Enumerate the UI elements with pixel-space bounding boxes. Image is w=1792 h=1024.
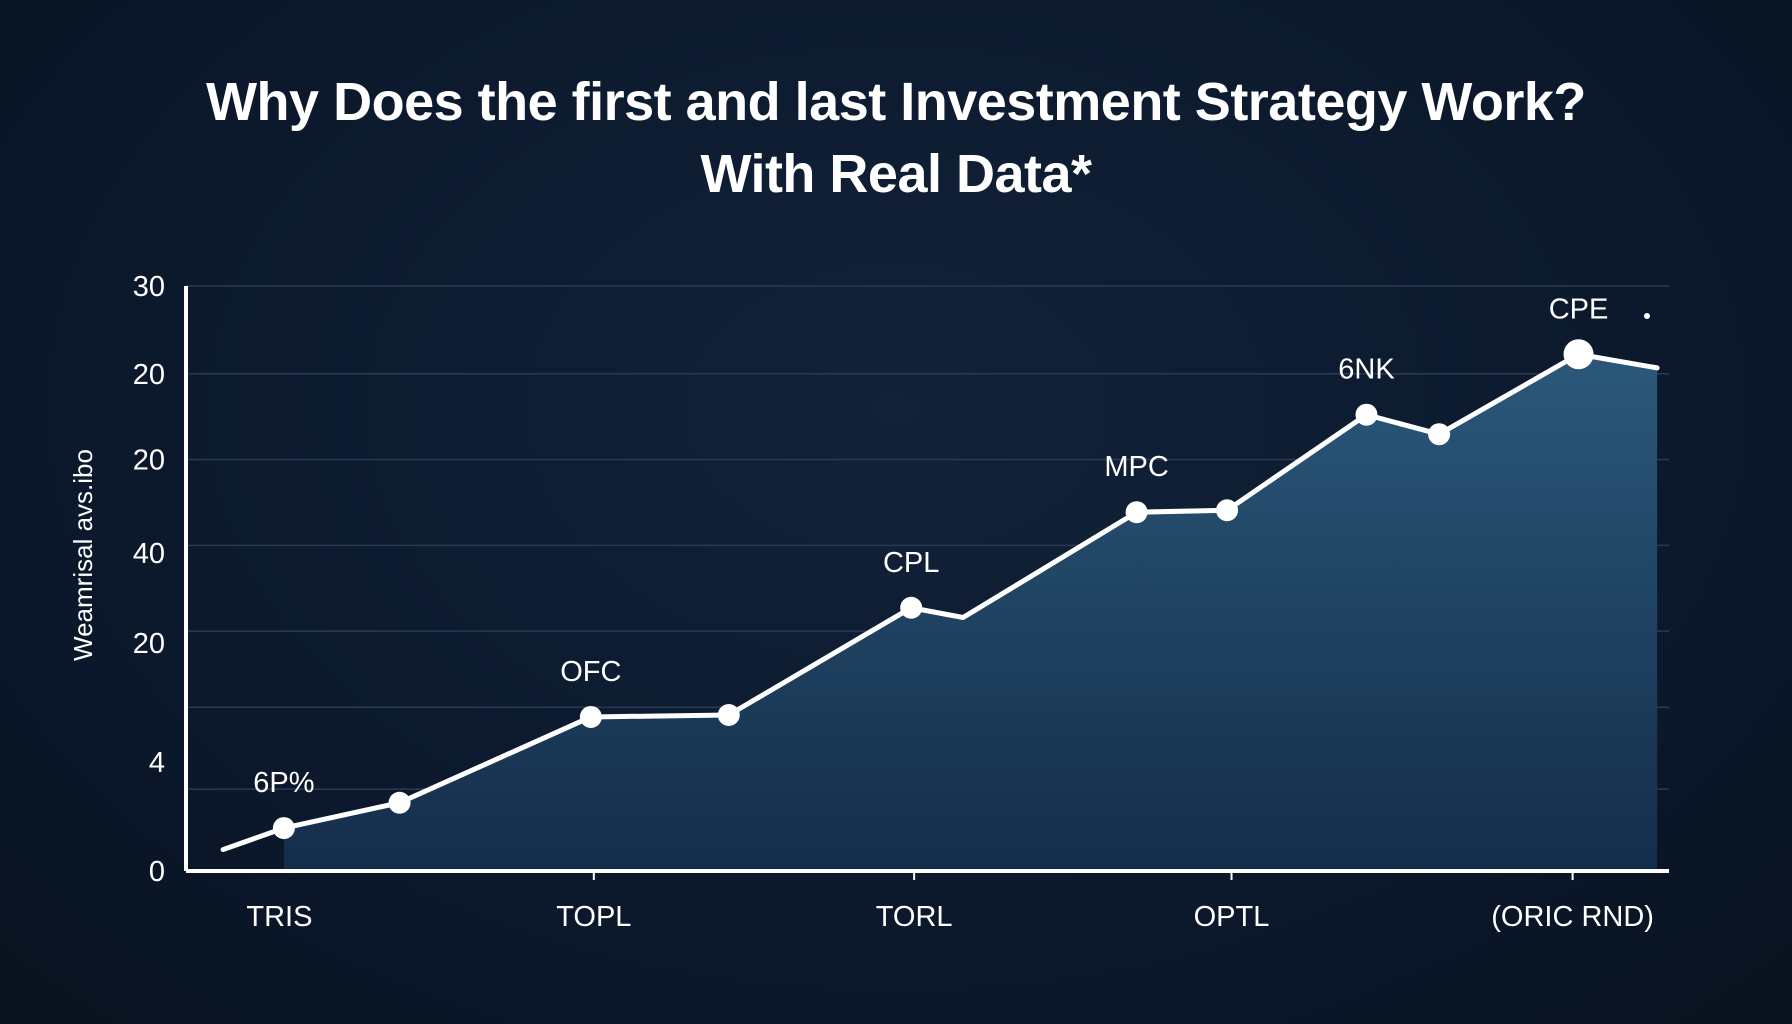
data-point [272, 817, 295, 840]
y-tick-label: 30 [133, 271, 165, 303]
data-point [900, 596, 923, 619]
x-tick-label: TOPL [556, 901, 631, 933]
chart-title: Why Does the first and last Investment S… [0, 66, 1792, 210]
x-tick-label: TORL [876, 901, 953, 933]
data-label: MPC [1104, 451, 1168, 483]
data-point [1563, 339, 1594, 370]
data-point [1428, 423, 1451, 446]
data-point [579, 705, 602, 728]
x-tick-label: OPTL [1194, 901, 1270, 933]
data-point [1355, 403, 1378, 426]
data-label: CPE [1549, 293, 1609, 325]
y-tick-label: 0 [149, 856, 165, 888]
y-tick-label: 40 [133, 538, 165, 570]
area-fill [283, 354, 1658, 871]
chart-title-line1: Why Does the first and last Investment S… [206, 72, 1586, 132]
data-label: OFC [560, 656, 621, 688]
data-label: 6P% [253, 767, 314, 799]
chart-subtitle: With Real Data* [700, 144, 1092, 204]
data-label: 6NK [1338, 354, 1395, 386]
data-point [388, 791, 411, 814]
y-tick-label: 4 [149, 747, 165, 779]
axes [184, 286, 1669, 880]
y-tick-label: 20 [133, 628, 165, 660]
x-tick-label: TRIS [246, 901, 312, 933]
x-tick-label: (ORIC RND) [1491, 901, 1654, 933]
y-tick-label: 20 [133, 445, 165, 477]
markers: 6P% OFC CPL MPC 6NK CPE [253, 293, 1609, 840]
y-axis-label: Weamrisal avs.ibo [68, 449, 98, 661]
data-point [1125, 501, 1148, 524]
data-point [717, 704, 740, 726]
stray-dot [1644, 313, 1650, 319]
data-label: CPL [883, 547, 939, 579]
y-tick-label: 20 [133, 359, 165, 391]
data-point [1216, 499, 1239, 522]
